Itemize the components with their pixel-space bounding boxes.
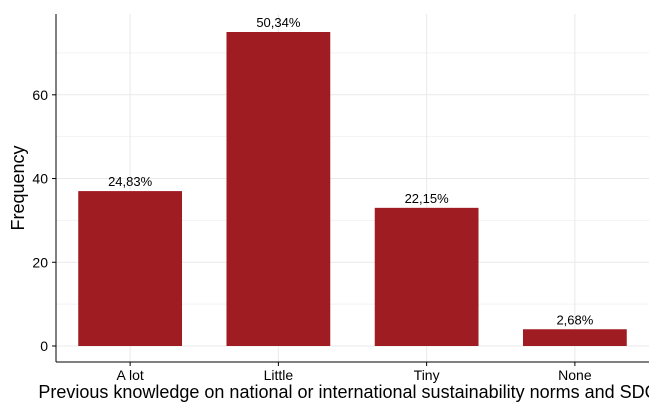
data-label: 22,15% (405, 191, 450, 206)
y-tick-label: 0 (40, 338, 48, 354)
data-labels: 24,83% 50,34% 22,15% 2,68% (108, 15, 594, 327)
data-label: 50,34% (256, 15, 301, 30)
y-axis-ticks: 0 20 40 60 (32, 87, 56, 354)
y-tick-label: 60 (32, 87, 48, 103)
bar-tiny (374, 207, 479, 346)
bar-little (226, 32, 331, 346)
y-tick-label: 20 (32, 254, 48, 270)
data-label: 24,83% (108, 174, 153, 189)
x-tick-label: None (558, 367, 592, 383)
x-tick-label: Little (264, 367, 294, 383)
y-tick-label: 40 (32, 171, 48, 187)
x-axis-label: Previous knowledge on national or intern… (38, 382, 649, 402)
bar-a-lot (78, 191, 183, 346)
y-axis-label: Frequency (8, 145, 28, 230)
x-tick-label: A lot (117, 367, 144, 383)
x-axis-ticks: A lot Little Tiny None (117, 362, 592, 383)
bars (78, 32, 627, 346)
data-label: 2,68% (556, 312, 593, 327)
bar-none (522, 329, 627, 346)
x-tick-label: Tiny (414, 367, 440, 383)
